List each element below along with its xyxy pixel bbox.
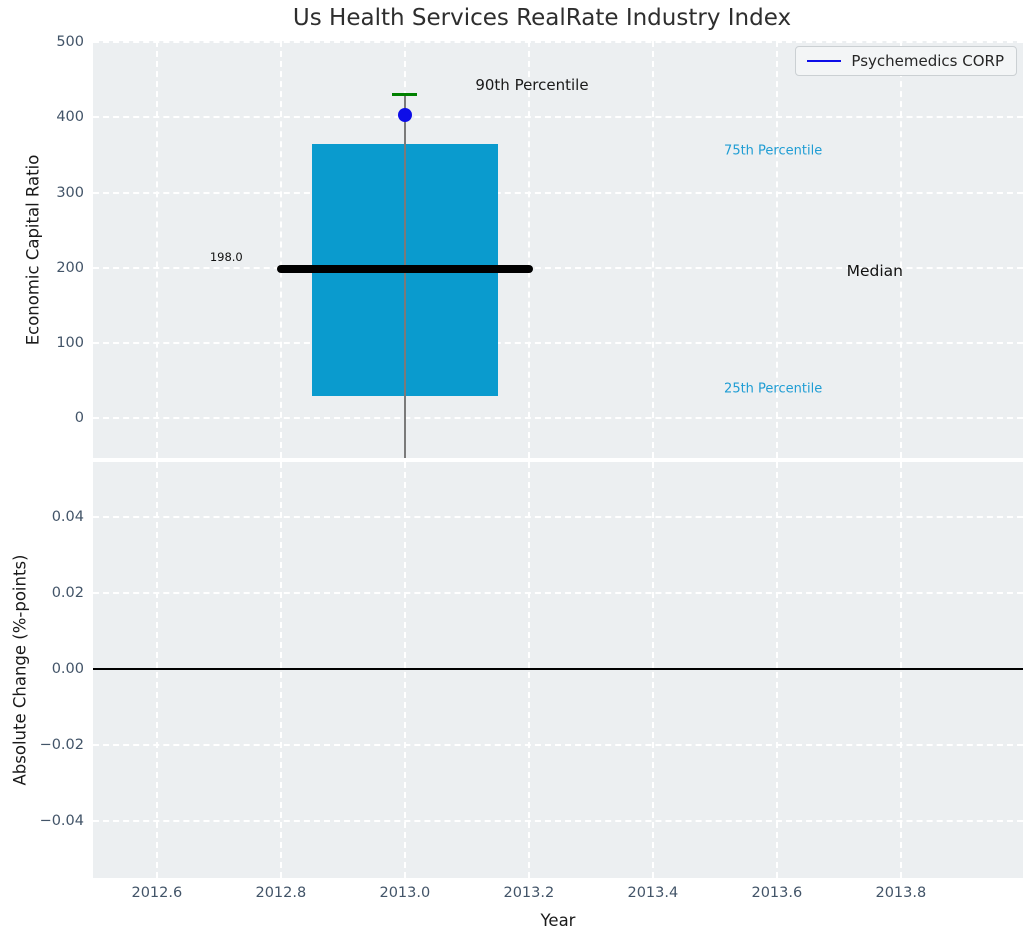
legend-line-icon [807,60,842,62]
gridline-horizontal [93,266,1023,269]
zero-line [93,668,1023,671]
gridline-vertical [155,41,158,458]
y-tick-label: 400 [56,109,84,126]
gridline-vertical [527,41,530,458]
y-tick-label: −0.02 [39,737,84,754]
y-tick-label: 0.04 [51,509,84,526]
gridline-horizontal [93,342,1023,345]
y-tick-label: 100 [56,335,84,352]
axes-economic-capital-ratio: 90th Percentile 75th Percentile Median 25th… [93,41,1023,458]
gridline-horizontal [93,820,1023,823]
x-tick-label: 2013.4 [627,885,679,901]
y-axis-label-absolute-change: Absolute Change (%-points) [10,554,30,786]
y-tick-label: 500 [56,34,84,51]
x-tick-label: 2013.2 [503,885,555,901]
p90-cap [392,92,418,97]
gridline-horizontal [93,41,1023,44]
x-tick-label: 2013.8 [875,885,927,901]
chart-title: Us Health Services RealRate Industry Ind… [292,5,792,31]
annotation-median-value: 198.0 [209,250,243,265]
annotation-90th-percentile: 90th Percentile [475,76,589,95]
y-tick-label: 0.00 [51,661,84,678]
x-tick-label: 2013.6 [751,885,803,901]
legend: Psychemedics CORP [795,46,1017,76]
gridline-horizontal [93,116,1023,119]
median-line [276,265,533,274]
y-tick-label: 0 [74,410,84,427]
gridline-horizontal [93,191,1023,194]
annotation-75th-percentile: 75th Percentile [724,143,823,159]
gridline-vertical [651,41,654,458]
annotation-median: Median [846,261,904,280]
x-axis-label-year: Year [540,911,576,930]
gridline-horizontal [93,744,1023,747]
y-tick-label: 0.02 [51,585,84,602]
gridline-vertical [279,41,282,458]
gridline-horizontal [93,516,1023,519]
gridline-vertical [775,41,778,458]
y-axis-label-economic-capital-ratio: Economic Capital Ratio [23,154,43,346]
legend-label: Psychemedics CORP [851,52,1004,70]
annotation-25th-percentile: 25th Percentile [724,381,823,397]
x-tick-label: 2013.0 [379,885,431,901]
x-tick-label: 2012.6 [131,885,183,901]
company-point [397,108,412,123]
x-tick-label: 2012.8 [255,885,307,901]
axes-absolute-change [93,462,1023,878]
whisker-line [403,94,406,458]
gridline-horizontal [93,592,1023,595]
gridline-vertical [899,41,902,458]
y-tick-label: 200 [56,259,84,276]
y-tick-label: −0.04 [39,813,84,830]
y-tick-label: 300 [56,184,84,201]
gridline-horizontal [93,417,1023,420]
